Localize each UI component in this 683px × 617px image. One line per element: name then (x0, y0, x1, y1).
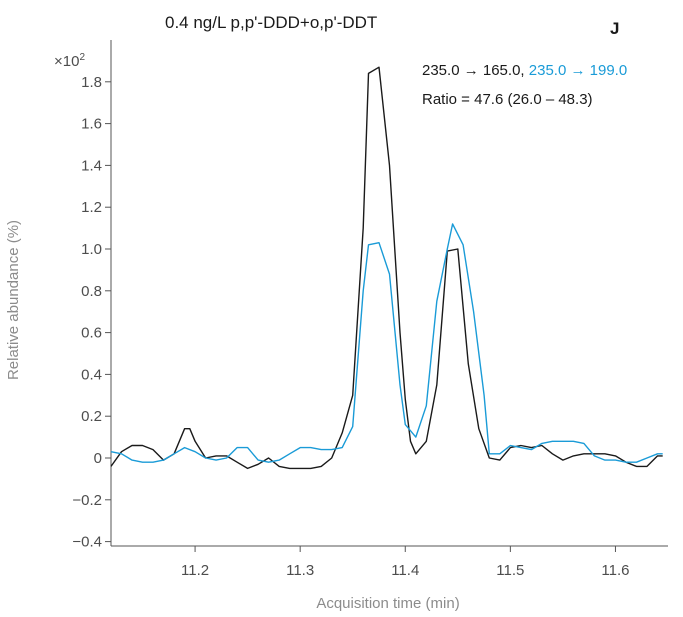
x-tick-label: 11.3 (286, 562, 314, 579)
y-multiplier: ×102 (54, 52, 85, 70)
legend-ratio: Ratio = 47.6 (26.0 – 48.3) (422, 91, 593, 108)
y-tick-label: 0.8 (81, 283, 102, 300)
y-tick-label: 0.6 (81, 325, 102, 342)
y-multiplier-exponent: 2 (79, 52, 85, 63)
legend-transition-black: 235.0 → 165.0 (422, 62, 520, 79)
legend-transition-blue: 235.0 → 199.0 (529, 62, 627, 79)
legend-separator: , (520, 62, 528, 79)
y-tick-label: 0.4 (81, 366, 102, 383)
y-tick-label: 1.2 (81, 199, 102, 216)
series-line-165 (110, 66, 663, 470)
legend-transitions: 235.0 → 165.0, 235.0 → 199.0 (422, 62, 627, 79)
plot-series (110, 66, 663, 470)
x-tick-label: 11.4 (391, 562, 419, 579)
y-tick-label: −0.2 (72, 492, 102, 509)
y-tick-label: 1.8 (81, 74, 102, 91)
series-line-199 (110, 223, 663, 463)
x-axis-title: Acquisition time (min) (316, 595, 459, 612)
y-ticks: −0.4 −0.2 0 0.2 0.4 0.6 0.8 1.0 1.2 1.4 1.6 1.8 (72, 74, 111, 551)
chart-title: 0.4 ng/L p,p'-DDD+o,p'-DDT (165, 13, 377, 32)
x-ticks: 11.2 11.3 11.4 11.5 11.6 (181, 546, 629, 579)
panel-label: J (610, 19, 619, 38)
x-tick-label: 11.6 (601, 562, 629, 579)
y-tick-label: 0.2 (81, 408, 102, 425)
y-tick-label: 1.4 (81, 157, 102, 174)
x-tick-label: 11.2 (181, 562, 209, 579)
x-tick-label: 11.5 (496, 562, 524, 579)
y-tick-label: −0.4 (72, 534, 102, 551)
y-tick-label: 1.6 (81, 116, 102, 133)
y-axis-title: Relative abundance (%) (5, 220, 22, 380)
y-tick-label: 0 (94, 450, 102, 467)
y-tick-label: 1.0 (81, 241, 102, 258)
